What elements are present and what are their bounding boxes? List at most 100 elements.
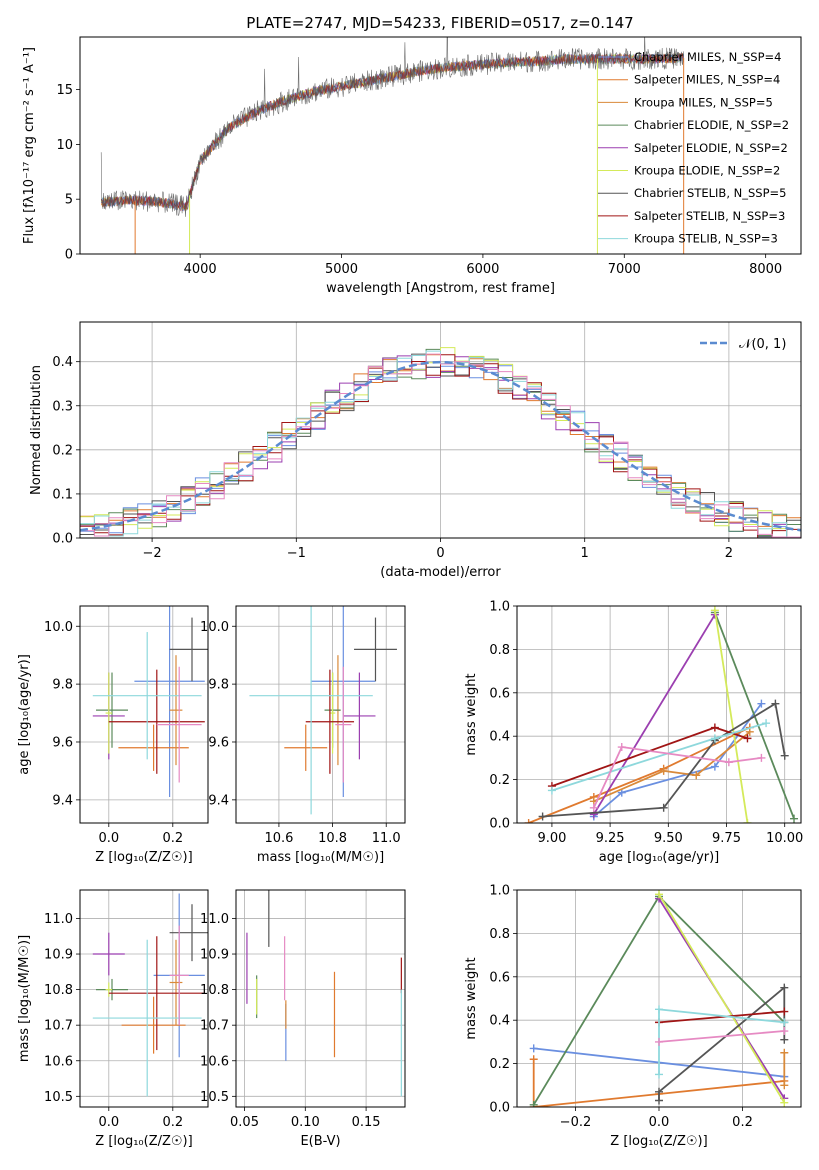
x-tick-label: 9.50 bbox=[654, 831, 683, 846]
weight-line-kroupa_stelib bbox=[551, 722, 767, 792]
x-tick-label: 0.2 bbox=[162, 1115, 183, 1130]
x-tick-label: 6000 bbox=[466, 262, 499, 277]
axes-frame bbox=[235, 605, 406, 824]
weight-marker-kroupa_miles bbox=[780, 1048, 789, 1057]
y-tick-label: 0 bbox=[65, 248, 73, 263]
legend-entry: Chabrier MILES, N_SSP=4 bbox=[634, 50, 781, 64]
x-tick-label: 0.10 bbox=[291, 1115, 320, 1130]
y-tick-label: 9.8 bbox=[52, 678, 73, 693]
y-tick-label: 10.9 bbox=[200, 948, 229, 963]
axes-frame bbox=[79, 36, 802, 255]
legend-entry: Kroupa MILES, N_SSP=5 bbox=[634, 95, 773, 109]
y-tick-label: 0.4 bbox=[489, 1014, 510, 1029]
weight-marker-kroupa_elodie bbox=[780, 1098, 789, 1107]
y-tick-label: 1.0 bbox=[489, 884, 510, 899]
x-tick-label: 0 bbox=[436, 546, 444, 561]
weight-marker-pink bbox=[589, 803, 598, 812]
x-tick-label: 0.2 bbox=[732, 1115, 753, 1130]
x-tick-label: 9.75 bbox=[712, 831, 741, 846]
x-axis-label: (data-model)/error bbox=[380, 565, 501, 580]
weight-marker-kroupa_elodie bbox=[743, 819, 752, 823]
weight-marker-chabrier_miles bbox=[529, 1044, 538, 1053]
x-tick-label: 0.0 bbox=[98, 831, 119, 846]
y-tick-label: 9.6 bbox=[52, 735, 73, 750]
y-tick-label: 0.8 bbox=[489, 927, 510, 942]
y-tick-label: 0.0 bbox=[489, 817, 510, 832]
legend: Chabrier MILES, N_SSP=4 Salpeter MILES, N… bbox=[598, 50, 789, 246]
weight-line-kroupa_miles bbox=[593, 731, 751, 803]
x-tick-label: 0.0 bbox=[98, 1115, 119, 1130]
y-tick-label: 10.6 bbox=[44, 1054, 73, 1069]
x-tick-label: 4000 bbox=[184, 262, 217, 277]
plot-area bbox=[92, 893, 208, 1097]
x-tick-label: 7000 bbox=[608, 262, 641, 277]
weight-vs-metallicity-plot: −0.2 0.0 0.2 0.0 0.2 0.4 0.6 0.8 1.0 Z [log₁₀(Z/Z… bbox=[464, 884, 802, 1149]
weight-marker-kroupa_elodie bbox=[655, 890, 663, 899]
y-tick-label: 10 bbox=[56, 138, 73, 153]
weight-line-pink bbox=[592, 746, 762, 809]
weight-marker-chabrier_stelib bbox=[780, 983, 789, 992]
y-tick-label: 1.0 bbox=[489, 600, 510, 615]
x-axis-label: age [log₁₀(age/yr)] bbox=[599, 850, 720, 865]
y-tick-label: 10.9 bbox=[44, 948, 73, 963]
y-tick-label: 0.4 bbox=[489, 730, 510, 745]
normal-distribution-curve bbox=[80, 360, 801, 532]
y-axis-label: age [log₁₀(age/yr)] bbox=[17, 654, 32, 775]
figure-title: PLATE=2747, MJD=54233, FIBERID=0517, z=0… bbox=[246, 14, 633, 32]
weight-marker-salpeter_stelib bbox=[710, 723, 719, 732]
y-tick-label: 9.6 bbox=[208, 735, 229, 750]
weight-marker-kroupa_stelib bbox=[762, 719, 771, 728]
weight-marker-salpeter_miles bbox=[529, 1055, 538, 1064]
weight-marker-kroupa_stelib bbox=[780, 1018, 789, 1027]
y-tick-label: 0.6 bbox=[489, 686, 510, 701]
weight-marker-chabrier_stelib bbox=[538, 812, 547, 821]
weight-marker-chabrier_stelib bbox=[655, 1087, 663, 1096]
y-tick-label: 5 bbox=[65, 193, 73, 208]
mass-vs-metallicity-plot: 0.0 0.2 10.5 10.6 10.7 10.8 10.9 11.0 Z [log₁₀(Z… bbox=[17, 889, 209, 1149]
age-vs-mass-plot: 10.6 10.8 11.0 9.4 9.6 9.8 10.0 mass [log₁₀(M/M… bbox=[200, 605, 406, 865]
weight-marker-chabrier_stelib bbox=[780, 1035, 789, 1044]
legend-entry: Kroupa STELIB, N_SSP=3 bbox=[634, 232, 778, 246]
weight-marker-chabrier_miles bbox=[757, 699, 766, 708]
weight-marker-chabrier_stelib bbox=[659, 803, 668, 812]
weight-marker-chabrier_elodie bbox=[529, 1100, 538, 1107]
plot-area bbox=[92, 606, 208, 797]
axes-frame bbox=[235, 889, 406, 1108]
y-axis-label: Flux [fλ10⁻¹⁷ erg cm⁻² s⁻¹ A⁻¹] bbox=[22, 47, 37, 244]
weight-marker-kroupa_stelib bbox=[655, 1070, 663, 1079]
y-tick-label: 10.7 bbox=[44, 1019, 73, 1034]
weight-marker-pink bbox=[757, 753, 766, 762]
x-axis-label: wavelength [Angstrom, rest frame] bbox=[326, 281, 555, 296]
x-tick-label: 0.05 bbox=[230, 1115, 259, 1130]
y-tick-label: 0.8 bbox=[489, 643, 510, 658]
weight-marker-kroupa_stelib bbox=[547, 786, 556, 795]
residual-histogram-salpeter_stelib bbox=[80, 354, 801, 538]
y-tick-label: 0.3 bbox=[52, 399, 73, 414]
axes-frame bbox=[79, 889, 209, 1108]
legend-entry: Chabrier STELIB, N_SSP=5 bbox=[634, 186, 786, 200]
y-tick-label: 10.0 bbox=[44, 620, 73, 635]
weight-marker-kroupa_miles bbox=[659, 766, 668, 775]
weight-marker-kroupa_miles bbox=[692, 771, 701, 780]
x-axis-label: E(B-V) bbox=[300, 1134, 340, 1149]
x-axis-label: mass [log₁₀(M/M☉)] bbox=[257, 850, 384, 865]
y-tick-label: 10.8 bbox=[44, 983, 73, 998]
weight-vs-age-plot: 9.00 9.25 9.50 9.75 10.00 0.0 0.2 0.4 0.6 0.8 1.0 a… bbox=[464, 600, 803, 866]
weight-marker-salpeter_stelib bbox=[743, 734, 752, 743]
x-tick-label: −0.2 bbox=[560, 1115, 592, 1130]
legend: 𝒩(0, 1) bbox=[700, 337, 786, 352]
spectrum-plot: 4000 5000 6000 7000 8000 0 5 10 15 wavelength [An… bbox=[22, 36, 802, 296]
legend-entry: Salpeter ELODIE, N_SSP=2 bbox=[634, 141, 788, 155]
plot-area bbox=[80, 347, 801, 538]
weight-line-salpeter_miles bbox=[532, 1059, 785, 1107]
spectrum-chabrier_stelib bbox=[100, 37, 684, 217]
y-tick-label: 11.0 bbox=[44, 912, 73, 927]
x-tick-label: 2 bbox=[725, 546, 733, 561]
x-axis-label: Z [log₁₀(Z/Z☉)] bbox=[95, 850, 192, 865]
weight-marker-chabrier_stelib bbox=[655, 1096, 663, 1105]
plot-area bbox=[249, 606, 397, 815]
y-tick-label: 9.4 bbox=[52, 793, 73, 808]
weight-marker-kroupa_elodie bbox=[710, 606, 719, 615]
x-tick-label: 10.8 bbox=[318, 831, 347, 846]
